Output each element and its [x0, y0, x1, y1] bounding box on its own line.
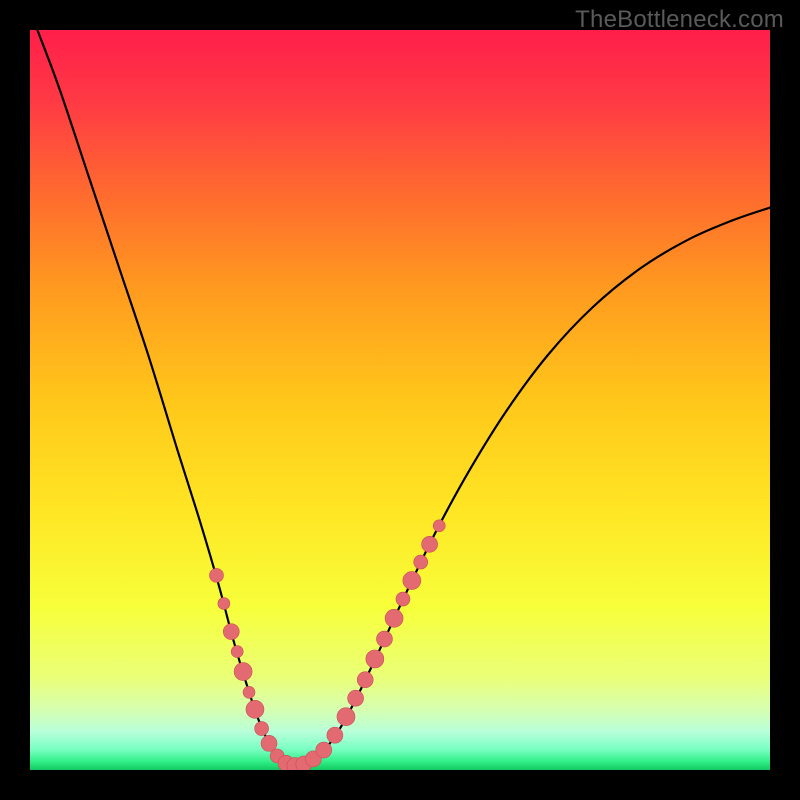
plot-background	[30, 30, 770, 770]
chart-root: TheBottleneck.com	[0, 0, 800, 800]
chart-svg	[0, 0, 800, 800]
data-marker	[396, 592, 410, 606]
data-marker	[255, 722, 269, 736]
data-marker	[327, 727, 343, 743]
data-marker	[243, 686, 255, 698]
data-marker	[385, 609, 403, 627]
data-marker	[433, 520, 445, 532]
data-marker	[403, 572, 421, 590]
data-marker	[218, 598, 230, 610]
data-marker	[246, 700, 264, 718]
data-marker	[376, 631, 392, 647]
data-marker	[348, 690, 364, 706]
data-marker	[414, 555, 428, 569]
data-marker	[357, 672, 373, 688]
data-marker	[316, 742, 332, 758]
data-marker	[234, 663, 252, 681]
watermark-text: TheBottleneck.com	[575, 6, 784, 34]
data-marker	[223, 624, 239, 640]
data-marker	[261, 735, 277, 751]
data-marker	[337, 708, 355, 726]
data-marker	[366, 650, 384, 668]
data-marker	[209, 568, 223, 582]
data-marker	[422, 536, 438, 552]
data-marker	[231, 646, 243, 658]
